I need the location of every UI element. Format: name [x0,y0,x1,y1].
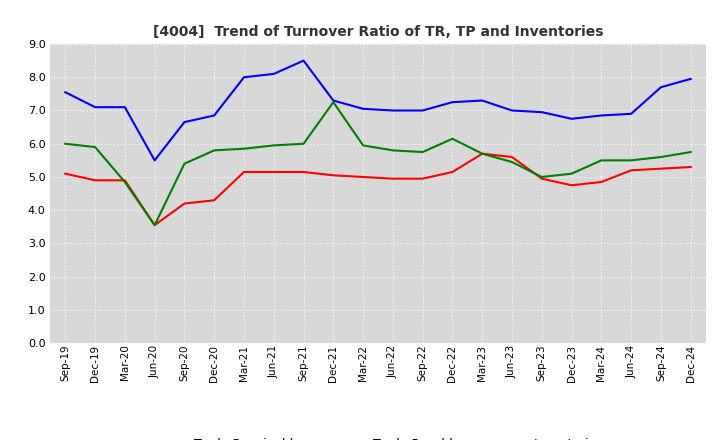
Inventories [300,141,308,147]
Inventories [150,223,159,228]
Inventories [508,159,516,165]
Inventories [389,148,397,153]
Line: Trade Payables: Trade Payables [66,61,690,160]
Trade Receivables [120,178,129,183]
Inventories [478,151,487,156]
Inventories [627,158,636,163]
Trade Receivables [478,151,487,156]
Trade Payables [538,110,546,115]
Inventories [91,144,99,150]
Trade Receivables [448,169,456,175]
Trade Receivables [180,201,189,206]
Trade Payables [91,105,99,110]
Inventories [538,174,546,180]
Trade Receivables [508,154,516,160]
Trade Payables [180,120,189,125]
Trade Receivables [418,176,427,181]
Trade Receivables [91,178,99,183]
Inventories [61,141,70,147]
Trade Payables [120,105,129,110]
Inventories [329,99,338,105]
Inventories [359,143,367,148]
Trade Receivables [329,172,338,178]
Trade Receivables [686,165,695,170]
Trade Payables [300,58,308,63]
Trade Payables [150,158,159,163]
Inventories [210,148,219,153]
Trade Receivables [597,180,606,185]
Inventories [448,136,456,141]
Trade Payables [210,113,219,118]
Trade Payables [269,71,278,77]
Line: Inventories: Inventories [66,102,690,225]
Trade Payables [389,108,397,113]
Trade Payables [657,84,665,90]
Trade Receivables [389,176,397,181]
Inventories [597,158,606,163]
Inventories [120,180,129,185]
Trade Payables [61,90,70,95]
Inventories [240,146,248,151]
Trade Receivables [61,171,70,176]
Trade Receivables [567,183,576,188]
Trade Receivables [240,169,248,175]
Trade Receivables [150,223,159,228]
Title: [4004]  Trend of Turnover Ratio of TR, TP and Inventories: [4004] Trend of Turnover Ratio of TR, TP… [153,25,603,39]
Trade Payables [627,111,636,117]
Inventories [657,154,665,160]
Trade Payables [418,108,427,113]
Trade Payables [597,113,606,118]
Trade Receivables [538,176,546,181]
Trade Receivables [359,174,367,180]
Trade Payables [508,108,516,113]
Legend: Trade Receivables, Trade Payables, Inventories: Trade Receivables, Trade Payables, Inven… [148,433,608,440]
Trade Receivables [300,169,308,175]
Trade Payables [359,106,367,111]
Trade Payables [567,116,576,121]
Trade Receivables [657,166,665,171]
Trade Receivables [269,169,278,175]
Trade Payables [478,98,487,103]
Trade Payables [329,98,338,103]
Inventories [567,171,576,176]
Trade Payables [686,76,695,81]
Trade Receivables [627,168,636,173]
Line: Trade Receivables: Trade Receivables [66,154,690,225]
Trade Payables [448,99,456,105]
Inventories [686,150,695,155]
Trade Receivables [210,198,219,203]
Inventories [418,150,427,155]
Inventories [269,143,278,148]
Inventories [180,161,189,166]
Trade Payables [240,75,248,80]
